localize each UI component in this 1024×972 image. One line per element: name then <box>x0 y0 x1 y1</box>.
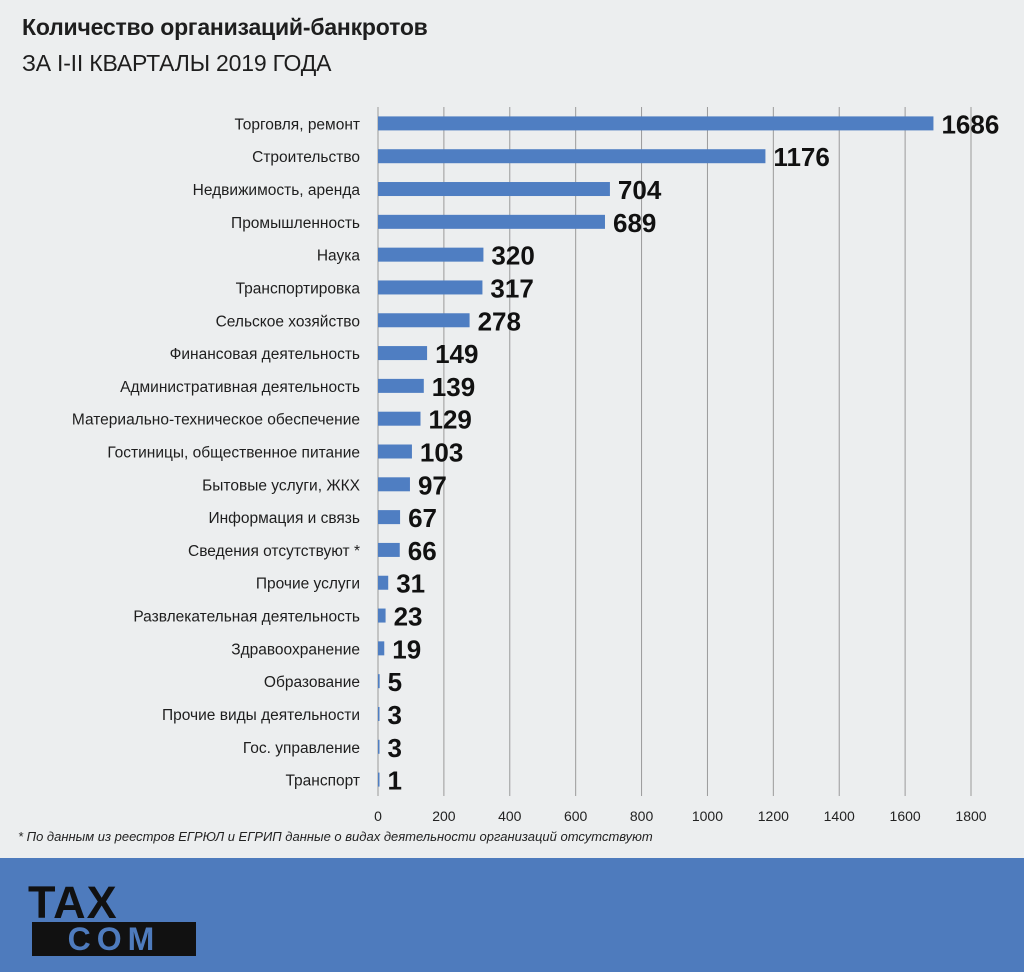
bar <box>378 182 610 197</box>
data-label: 149 <box>435 339 478 369</box>
bar <box>378 477 410 492</box>
data-label: 1176 <box>773 142 829 172</box>
data-label: 139 <box>432 372 475 402</box>
category-label: Развлекательная деятельность <box>133 609 360 626</box>
data-label: 1 <box>388 766 402 796</box>
bar <box>378 116 934 131</box>
x-tick-label: 1600 <box>890 808 921 824</box>
bar <box>378 280 483 295</box>
category-label: Материально-техническое обеспечение <box>72 412 360 429</box>
data-label: 129 <box>428 405 471 435</box>
bar <box>378 214 605 229</box>
category-label: Здравоохранение <box>231 641 360 658</box>
bar <box>378 575 389 590</box>
taxcom-logo: TAX COM <box>28 880 196 957</box>
data-label: 19 <box>392 634 421 664</box>
category-label: Административная деятельность <box>120 379 360 396</box>
category-label: Строительство <box>252 149 360 166</box>
category-label: Транспортировка <box>236 280 361 297</box>
category-label: Транспорт <box>285 773 360 790</box>
x-tick-label: 600 <box>564 808 588 824</box>
data-label: 5 <box>388 667 402 697</box>
data-label: 320 <box>491 241 534 271</box>
x-tick-label: 1000 <box>692 808 723 824</box>
bar <box>378 444 412 459</box>
data-label: 317 <box>490 273 533 303</box>
x-tick-label: 800 <box>630 808 654 824</box>
category-label: Прочие услуги <box>256 576 360 593</box>
bar <box>378 313 470 328</box>
bar <box>378 772 380 787</box>
x-tick-label: 1200 <box>758 808 789 824</box>
data-label: 3 <box>388 700 402 730</box>
bar <box>378 608 386 623</box>
data-label: 67 <box>408 503 437 533</box>
footnote: * По данным из реестров ЕГРЮЛ и ЕГРИП да… <box>18 829 653 844</box>
logo-text-com: COM <box>68 921 161 957</box>
category-label: Сведения отсутствуют * <box>188 543 360 560</box>
logo-com-box <box>32 922 196 956</box>
bar <box>378 346 428 361</box>
data-label: 689 <box>613 208 656 238</box>
category-label: Наука <box>317 248 361 265</box>
x-tick-label: 1400 <box>824 808 855 824</box>
data-label: 1686 <box>941 109 999 139</box>
bar <box>378 641 385 656</box>
chart-title: Количество организаций-банкротов <box>22 14 428 40</box>
bar <box>378 247 484 262</box>
category-label: Торговля, ремонт <box>234 116 360 133</box>
bar <box>378 411 421 426</box>
category-label: Прочие виды деятельности <box>162 707 360 724</box>
x-tick-label: 1800 <box>955 808 986 824</box>
chart-page: Количество организаций-банкротов ЗА I-II… <box>18 14 1000 844</box>
x-tick-label: 0 <box>374 808 382 824</box>
category-label: Промышленность <box>231 215 360 232</box>
chart-subtitle: ЗА I-II КВАРТАЛЫ 2019 ГОДА <box>22 50 332 76</box>
bar <box>378 739 380 754</box>
data-label: 23 <box>394 602 423 632</box>
data-label: 3 <box>388 733 402 763</box>
data-label: 704 <box>618 175 662 205</box>
bar <box>378 542 400 557</box>
x-tick-label: 400 <box>498 808 522 824</box>
category-label: Информация и связь <box>208 510 360 527</box>
data-label: 103 <box>420 438 463 468</box>
data-label: 97 <box>418 470 447 500</box>
bar <box>378 706 380 721</box>
category-label: Гостиницы, общественное питание <box>107 445 360 462</box>
bar <box>378 149 766 164</box>
x-tick-label: 200 <box>432 808 456 824</box>
logo-text-tax: TAX <box>28 880 118 928</box>
bar-chart: 0 200 400 600 800 1000 1200 1400 1600 1800 Торговл… <box>72 107 999 824</box>
bar <box>378 510 401 525</box>
category-label: Гос. управление <box>243 740 360 757</box>
data-label: 278 <box>478 306 521 336</box>
category-label: Бытовые услуги, ЖКХ <box>202 477 361 494</box>
data-label: 31 <box>396 569 425 599</box>
footer-banner: TAX COM <box>0 858 1024 972</box>
bar <box>378 674 380 689</box>
data-label: 66 <box>408 536 437 566</box>
category-label: Образование <box>264 674 360 691</box>
category-label: Финансовая деятельность <box>170 346 360 363</box>
category-label: Сельское хозяйство <box>216 313 360 330</box>
category-label: Недвижимость, аренда <box>193 182 361 199</box>
bar <box>378 378 424 393</box>
